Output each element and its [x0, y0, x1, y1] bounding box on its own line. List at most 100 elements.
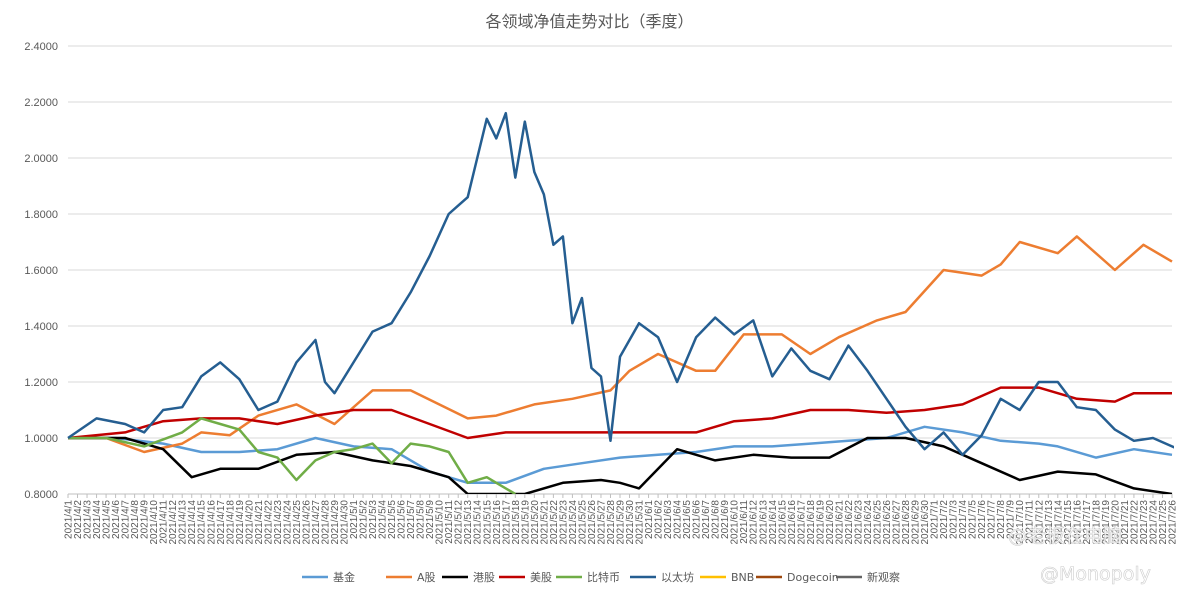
x-tick-label: 2021/4/5 [102, 500, 113, 539]
x-tick-label: 2021/6/3 [663, 500, 674, 539]
legend-label: BNB [731, 571, 754, 584]
legend-label: 港股 [473, 571, 495, 584]
x-tick-label: 2021/5/22 [549, 500, 560, 545]
x-tick-label: 2021/7/8 [996, 500, 1007, 539]
chart-title: 各领域净值走势对比（季度） [485, 12, 693, 31]
legend-label: 基金 [333, 570, 355, 584]
series-line-美股 [67, 386, 1172, 440]
x-tick-label: 2021/7/4 [958, 500, 969, 539]
x-tick-label: 2021/5/15 [482, 500, 493, 545]
x-tick-label: 2021/6/15 [777, 500, 788, 545]
x-tick-label: 2021/7/19 [1101, 500, 1112, 545]
x-tick-label: 2021/4/19 [235, 500, 246, 545]
x-tick-label: 2021/6/9 [720, 500, 731, 539]
x-tick-label: 2021/4/29 [330, 500, 341, 545]
x-tick-label: 2021/4/20 [244, 500, 255, 545]
x-tick-label: 2021/6/20 [825, 500, 836, 545]
x-tick-label: 2021/4/1 [64, 500, 75, 539]
x-tick-label: 2021/4/21 [254, 500, 265, 545]
legend-label: 新观察 [867, 570, 900, 584]
y-tick-label: 1.2000 [24, 377, 58, 389]
x-tick-label: 2021/6/28 [901, 500, 912, 545]
x-tick-label: 2021/7/21 [1120, 500, 1131, 545]
x-tick-label: 2021/7/9 [1006, 500, 1017, 539]
x-tick-label: 2021/7/23 [1139, 500, 1150, 545]
x-tick-label: 2021/4/2 [73, 500, 84, 539]
y-tick-label: 1.6000 [24, 265, 58, 277]
x-tick-label: 2021/4/14 [187, 500, 198, 545]
x-tick-label: 2021/5/31 [635, 500, 646, 545]
x-tick-label: 2021/5/7 [406, 500, 417, 539]
x-tick-label: 2021/6/6 [692, 500, 703, 539]
series-line-A股 [68, 235, 1173, 454]
x-tick-label: 2021/4/24 [282, 500, 293, 545]
x-tick-label: 2021/5/26 [587, 500, 598, 545]
x-tick-label: 2021/7/10 [1015, 500, 1026, 545]
x-tick-label: 2021/6/1 [644, 500, 655, 539]
y-tick-label: 1.8000 [24, 209, 58, 221]
x-tick-label: 2021/7/13 [1044, 500, 1055, 545]
x-tick-label: 2021/7/16 [1072, 500, 1083, 545]
x-tick-label: 2021/6/8 [711, 500, 722, 539]
x-tick-label: 2021/6/17 [796, 500, 807, 545]
x-tick-label: 2021/4/11 [159, 500, 170, 544]
series-line-基金 [68, 425, 1173, 485]
x-tick-label: 2021/5/1 [349, 500, 360, 539]
x-tick-label: 2021/7/17 [1082, 500, 1093, 545]
watermark-text: @Monopoly [1040, 563, 1151, 585]
legend-label: 以太坊 [661, 570, 694, 584]
x-tick-label: 2021/6/5 [682, 500, 693, 539]
x-tick-label: 2021/6/27 [892, 500, 903, 545]
x-tick-label: 2021/4/8 [130, 500, 141, 539]
x-tick-label: 2021/5/21 [539, 500, 550, 545]
y-tick-label: 2.0000 [24, 153, 58, 165]
x-tick-label: 2021/6/25 [872, 500, 883, 545]
x-tick-label: 2021/6/11 [739, 500, 750, 544]
x-tick-label: 2021/5/25 [577, 500, 588, 545]
x-tick-label: 2021/4/13 [178, 500, 189, 545]
x-tick-label: 2021/4/9 [140, 500, 151, 539]
x-tick-label: 2021/4/25 [292, 500, 303, 545]
x-tick-label: 2021/7/18 [1091, 500, 1102, 545]
x-tick-label: 2021/7/1 [930, 500, 941, 539]
y-tick-label: 2.2000 [24, 97, 58, 109]
x-tick-label: 2021/6/2 [654, 500, 665, 539]
x-tick-label: 2021/7/5 [968, 500, 979, 539]
x-tick-label: 2021/6/21 [834, 500, 845, 545]
x-tick-label: 2021/6/18 [806, 500, 817, 545]
x-tick-label: 2021/5/30 [625, 500, 636, 545]
x-tick-label: 2021/5/16 [492, 500, 503, 545]
x-tick-label: 2021/4/16 [206, 500, 217, 545]
x-tick-label: 2021/6/19 [815, 500, 826, 545]
x-tick-label: 2021/5/5 [387, 500, 398, 539]
x-tick-label: 2021/7/11 [1025, 500, 1036, 544]
y-tick-label: 1.0000 [24, 433, 58, 445]
x-tick-label: 2021/4/27 [311, 500, 322, 545]
x-tick-label: 2021/5/14 [473, 500, 484, 545]
x-tick-label: 2021/7/15 [1063, 500, 1074, 545]
x-tick-label: 2021/4/22 [263, 500, 274, 545]
x-tick-label: 2021/6/26 [882, 500, 893, 545]
legend-label: A股 [417, 571, 436, 584]
x-tick-label: 2021/6/10 [730, 500, 741, 545]
x-tick-label: 2021/7/14 [1053, 500, 1064, 545]
series-line-比特币 [68, 417, 516, 494]
y-tick-label: 1.4000 [24, 321, 58, 333]
x-tick-label: 2021/6/30 [920, 500, 931, 545]
x-tick-label: 2021/6/14 [768, 500, 779, 545]
legend-label: 比特币 [587, 570, 620, 584]
legend-label: Dogecoin [787, 571, 839, 584]
x-tick-label: 2021/7/26 [1168, 500, 1179, 545]
x-tick-label: 2021/5/20 [530, 500, 541, 545]
x-tick-label: 2021/5/10 [435, 500, 446, 545]
x-tick-label: 2021/4/26 [301, 500, 312, 545]
x-tick-label: 2021/4/4 [92, 500, 103, 539]
x-tick-label: 2021/7/6 [977, 500, 988, 539]
x-tick-label: 2021/5/12 [454, 500, 465, 545]
x-tick-label: 2021/4/10 [149, 500, 160, 545]
x-tick-label: 2021/5/11 [444, 500, 455, 544]
x-tick-label: 2021/5/2 [359, 500, 370, 539]
x-tick-label: 2021/7/3 [949, 500, 960, 539]
x-tick-label: 2021/5/24 [568, 500, 579, 545]
